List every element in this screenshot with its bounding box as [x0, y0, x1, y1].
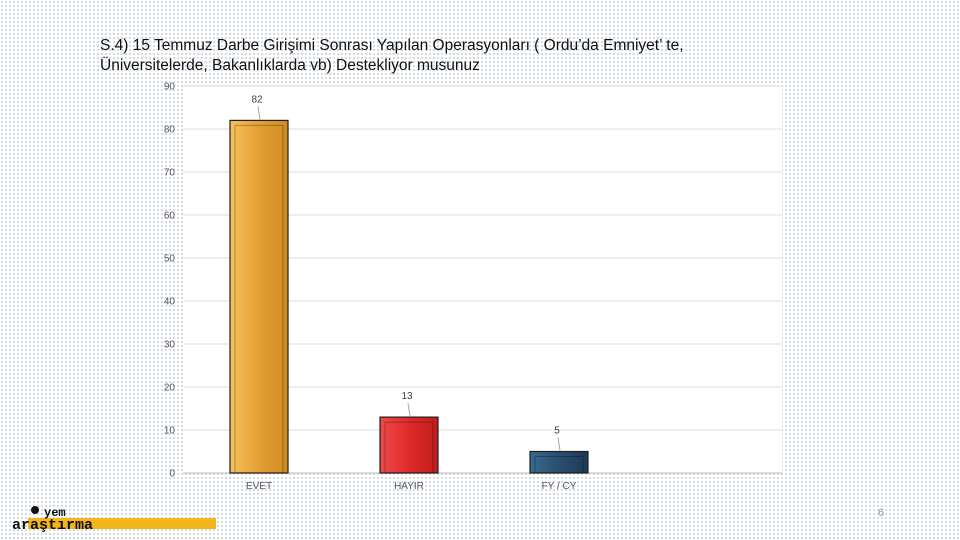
y-tick-label: 70 — [164, 168, 176, 179]
chart-title: S.4) 15 Temmuz Darbe Girişimi Sonrası Ya… — [100, 36, 780, 76]
y-tick-label: 80 — [164, 125, 176, 136]
logo-dot — [31, 506, 39, 514]
x-tick-label: HAYIR — [394, 481, 424, 492]
x-tick-label: EVET — [246, 481, 272, 492]
logo-text-top: yem — [44, 506, 66, 520]
y-tick-label: 20 — [164, 383, 176, 394]
data-label: 82 — [251, 94, 263, 105]
logo-graphic: yem araştırma — [12, 506, 216, 534]
page-number: 6 — [878, 507, 885, 519]
x-tick-label: FY / CY — [542, 481, 577, 492]
y-tick-label: 40 — [164, 297, 176, 308]
y-tick-label: 30 — [164, 340, 176, 351]
data-label-leader — [407, 403, 411, 417]
logo-text-bottom: araştırma — [12, 517, 93, 534]
data-label-leader — [557, 437, 561, 451]
y-tick-label: 90 — [164, 82, 176, 93]
chart-title-line-2: Üniversitelerde, Bakanlıklarda vb) Deste… — [100, 57, 480, 74]
y-tick-label: 0 — [169, 469, 175, 480]
data-label: 5 — [554, 426, 560, 437]
bar-hayir — [379, 416, 439, 474]
logo-stripe — [28, 518, 216, 529]
data-label-leader — [257, 106, 261, 120]
bar-bevel — [234, 124, 284, 474]
chart-title-line-1: S.4) 15 Temmuz Darbe Girişimi Sonrası Ya… — [100, 37, 684, 54]
yem-arastirma-logo: yem araştırma — [8, 504, 216, 534]
data-label: 13 — [401, 391, 413, 402]
y-tick-label: 50 — [164, 254, 176, 265]
bar-fy-cy — [529, 450, 589, 474]
bar-evet — [229, 119, 289, 474]
y-tick-label: 60 — [164, 211, 176, 222]
bar-bevel — [534, 456, 584, 474]
bar-bevel — [384, 421, 434, 474]
y-tick-label: 10 — [164, 426, 176, 437]
